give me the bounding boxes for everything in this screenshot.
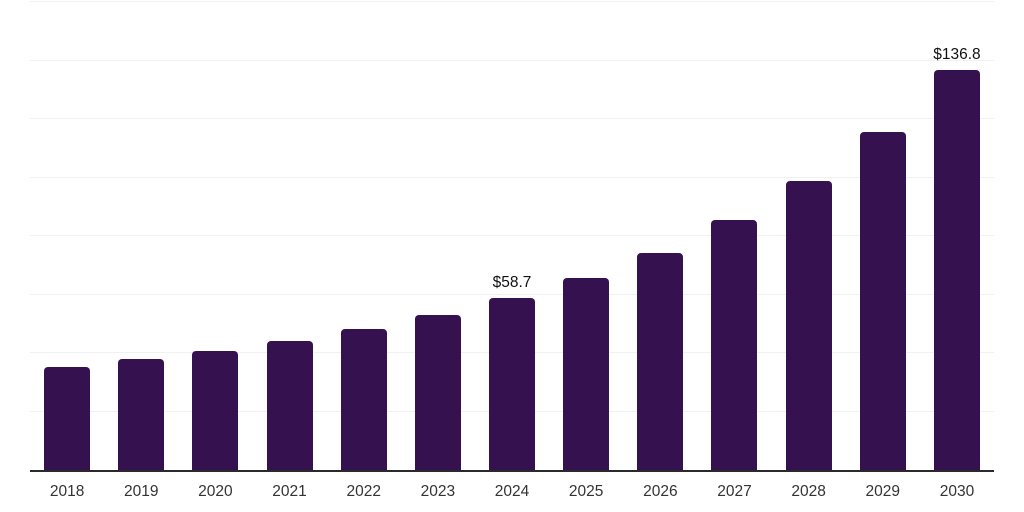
bar-slot-2030: $136.8 xyxy=(920,2,994,470)
bar-slot-2022 xyxy=(327,2,401,470)
data-label-2030: $136.8 xyxy=(933,45,981,63)
bar-2021 xyxy=(266,340,313,470)
bar-2028 xyxy=(785,180,832,470)
bar-2027 xyxy=(711,219,758,470)
x-axis-labels: 2018 2019 2020 2021 2022 2023 2024 2025 2026 2027… xyxy=(30,481,994,502)
bar-slot-2019 xyxy=(104,2,178,470)
gridline-140 xyxy=(30,59,994,61)
bar-slot-2025 xyxy=(549,2,623,470)
bars-row: $58.7 $136.8 xyxy=(30,2,994,470)
x-tick-2024: 2024 xyxy=(494,483,530,500)
x-tick-2029: 2029 xyxy=(865,483,901,500)
bar-slot-2020 xyxy=(178,2,252,470)
bar-slot-2026 xyxy=(623,2,697,470)
bar-2029 xyxy=(859,131,906,470)
x-tick-2020: 2020 xyxy=(198,483,233,500)
x-tick-2021: 2021 xyxy=(272,483,307,500)
bar-slot-2018 xyxy=(30,2,104,470)
bar-2022 xyxy=(340,329,387,470)
gridline-80 xyxy=(30,235,994,236)
gridline-160 xyxy=(30,1,994,2)
bar-slot-2027 xyxy=(697,2,771,470)
data-label-2024: $58.7 xyxy=(492,274,532,292)
bar-slot-2024: $58.7 xyxy=(475,2,549,470)
bar-2024: $58.7 xyxy=(489,274,536,470)
x-tick-2025: 2025 xyxy=(568,483,604,500)
bar-2023 xyxy=(414,314,461,470)
bar-slot-2029 xyxy=(846,2,920,470)
x-tick-2027: 2027 xyxy=(717,483,752,500)
x-tick-2030: 2030 xyxy=(939,483,975,500)
gridline-100 xyxy=(30,176,994,178)
bar-slot-2028 xyxy=(772,2,846,470)
bar-slot-2023 xyxy=(401,2,475,470)
plot-area: $58.7 $136.8 xyxy=(30,1,994,472)
bar-2019 xyxy=(118,359,165,470)
bar-slot-2021 xyxy=(252,2,326,470)
gridline-120 xyxy=(30,118,994,119)
x-tick-2023: 2023 xyxy=(420,483,456,500)
x-tick-2019: 2019 xyxy=(123,483,159,500)
bar-2018 xyxy=(44,366,91,470)
x-tick-2028: 2028 xyxy=(791,483,826,500)
x-tick-2022: 2022 xyxy=(346,483,381,500)
gridline-60 xyxy=(30,293,994,295)
x-tick-2026: 2026 xyxy=(643,483,678,500)
bar-2020 xyxy=(192,350,239,470)
bar-2025 xyxy=(563,277,610,470)
bar-2026 xyxy=(637,252,684,470)
bar-2030: $136.8 xyxy=(933,46,981,470)
x-tick-2018: 2018 xyxy=(49,483,85,500)
